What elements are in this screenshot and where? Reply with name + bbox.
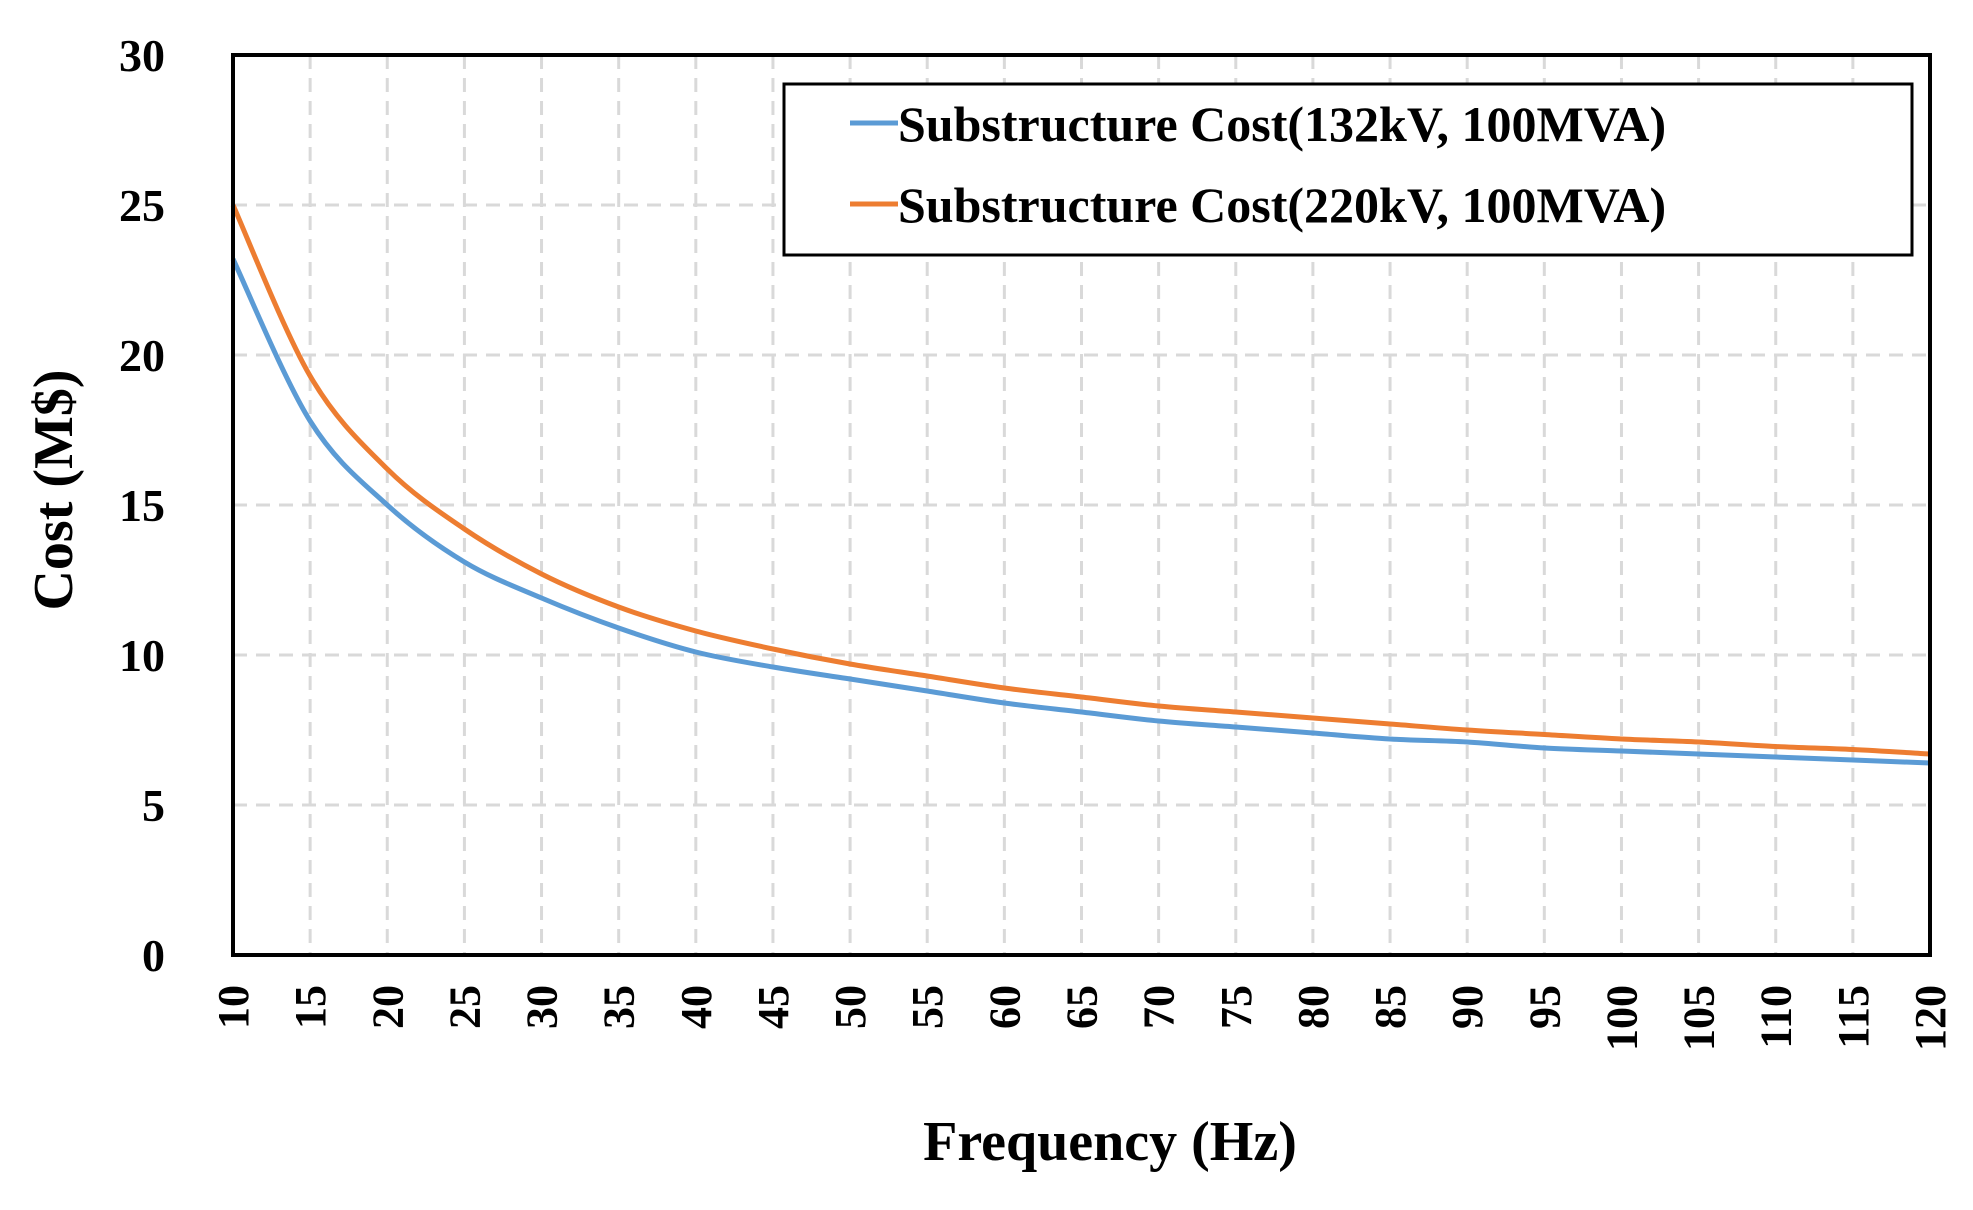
y-tick-label-5: 5 [142, 780, 165, 831]
x-tick-label-15: 15 [286, 985, 335, 1029]
x-tick-label-115: 115 [1829, 985, 1878, 1049]
series-line-0 [230, 257, 1931, 766]
x-tick-label-70: 70 [1135, 985, 1184, 1029]
x-tick-label-60: 60 [980, 985, 1029, 1029]
x-tick-label-80: 80 [1289, 985, 1338, 1029]
x-tick-label-90: 90 [1443, 985, 1492, 1029]
x-axis-title: Frequency (Hz) [923, 1111, 1297, 1173]
y-tick-label-0: 0 [142, 930, 165, 981]
y-tick-labels: 0 5 10 15 20 25 30 [119, 30, 165, 981]
x-tick-label-85: 85 [1366, 985, 1415, 1029]
x-tick-label-20: 20 [363, 985, 412, 1029]
x-tick-label-50: 50 [826, 985, 875, 1029]
y-tick-label-10: 10 [119, 630, 165, 681]
x-tick-label-40: 40 [672, 985, 721, 1029]
x-tick-label-75: 75 [1212, 985, 1261, 1029]
x-tick-label-55: 55 [903, 985, 952, 1029]
y-tick-label-25: 25 [119, 180, 165, 231]
legend-label-220kv: Substructure Cost(220kV, 100MVA) [898, 177, 1666, 233]
x-tick-label-45: 45 [749, 985, 798, 1029]
x-tick-label-25: 25 [440, 985, 489, 1029]
y-axis-title: Cost (M$) [23, 369, 85, 610]
series-line-1 [230, 203, 1931, 757]
x-tick-label-65: 65 [1058, 985, 1107, 1029]
legend-label-132kv: Substructure Cost(132kV, 100MVA) [898, 96, 1666, 152]
y-tick-label-15: 15 [119, 480, 165, 531]
x-tick-label-95: 95 [1520, 985, 1569, 1029]
x-tick-label-120: 120 [1906, 985, 1955, 1051]
plot-frame [231, 53, 1932, 957]
x-tick-label-35: 35 [595, 985, 644, 1029]
x-tick-label-30: 30 [518, 985, 567, 1029]
x-tick-label-110: 110 [1752, 985, 1801, 1049]
legend: Substructure Cost(132kV, 100MVA) Substru… [782, 82, 1914, 257]
series-layer [230, 203, 1931, 766]
y-tick-label-30: 30 [119, 30, 165, 81]
x-tick-label-100: 100 [1597, 985, 1646, 1051]
legend-box [782, 82, 1914, 257]
x-tick-label-10: 10 [209, 985, 258, 1029]
y-tick-label-20: 20 [119, 330, 165, 381]
x-tick-label-105: 105 [1675, 985, 1724, 1051]
x-tick-labels: 10 15 20 25 30 35 40 45 50 55 60 65 70 75 80 85 90 95 100 1… [209, 985, 1955, 1051]
